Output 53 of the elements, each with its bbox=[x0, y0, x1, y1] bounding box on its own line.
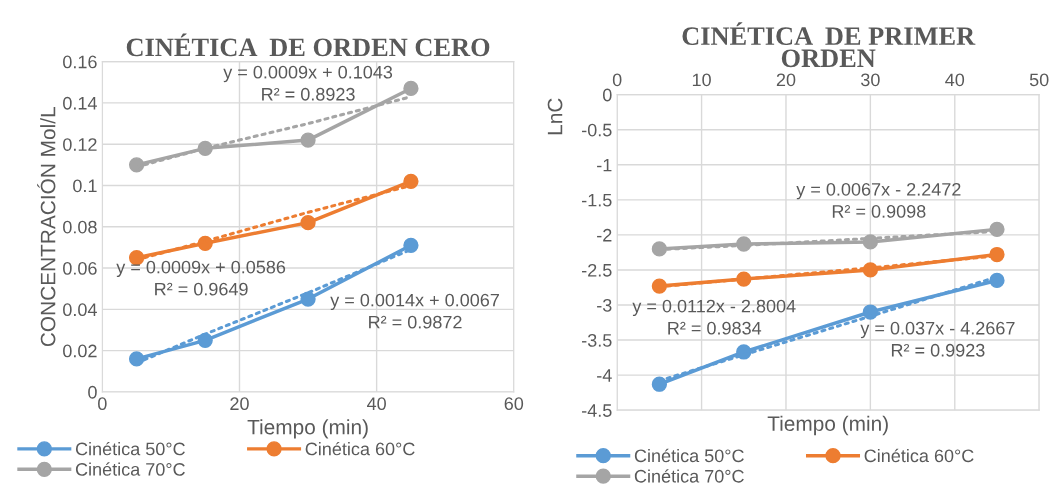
annotation: y = 0.037x - 4.2667 R² = 0.9923 bbox=[860, 321, 1015, 357]
y-tick-label: 0.08 bbox=[63, 220, 97, 234]
y-tick-label: -4 bbox=[597, 369, 612, 382]
point bbox=[989, 246, 1005, 263]
y-tick-label: -2.5 bbox=[582, 263, 612, 277]
y-tick-label: 0.06 bbox=[63, 262, 97, 275]
legend-label: Cinética 60°C bbox=[305, 441, 415, 456]
y-tick-label: 0.14 bbox=[63, 96, 97, 110]
annotation: y = 0.0112x - 2.8004 R² = 0.9834 bbox=[632, 299, 796, 335]
x-tick-label: 60 bbox=[504, 397, 524, 411]
point bbox=[403, 80, 419, 97]
y-tick-label: 0.12 bbox=[63, 138, 97, 151]
y-tick-label: 0 bbox=[602, 88, 612, 102]
legend-label: Cinética 70°C bbox=[634, 469, 744, 483]
y-tick-label: -2 bbox=[597, 228, 612, 242]
chart-title: CINÉTICA DE ORDEN CERO bbox=[126, 33, 490, 57]
y-axis-title: CONCENTRACIÓN Mol/L bbox=[37, 107, 56, 347]
x-tick-label: 20 bbox=[230, 397, 249, 411]
y-tick-label: -0.5 bbox=[582, 123, 612, 137]
y-tick-label: 0.1 bbox=[73, 179, 97, 193]
point bbox=[403, 237, 419, 253]
x-tick-label: 20 bbox=[776, 73, 796, 87]
annotation: y = 0.0009x + 0.0586 R² = 0.9649 bbox=[116, 260, 286, 296]
annotation: y = 0.0067x - 2.2472 R² = 0.9098 bbox=[796, 182, 961, 218]
y-tick-label: -3 bbox=[597, 298, 612, 312]
legend-label: Cinética 50°C bbox=[75, 441, 185, 456]
point bbox=[403, 173, 419, 190]
x-tick-label: 50 bbox=[1029, 73, 1049, 87]
y-tick-label: -3.5 bbox=[582, 333, 612, 347]
y-tick-label: -1 bbox=[597, 158, 612, 172]
x-tick-label: 0 bbox=[98, 397, 107, 411]
y-tick-label: 0.02 bbox=[63, 344, 97, 358]
x-tick-label: 30 bbox=[861, 73, 880, 87]
legend-label: Cinética 60°C bbox=[864, 448, 974, 463]
y-tick-label: 0 bbox=[88, 385, 97, 399]
annotation: y = 0.0009x + 0.1043 R² = 0.8923 bbox=[223, 65, 393, 101]
x-axis-title: Tiempo (min) bbox=[767, 415, 888, 436]
annotation: y = 0.0014x + 0.0067 R² = 0.9872 bbox=[330, 293, 499, 329]
y-axis-title: LnC bbox=[547, 98, 563, 135]
y-tick-label: -1.5 bbox=[582, 193, 612, 207]
x-tick-label: 40 bbox=[945, 73, 965, 87]
legend-label: Cinética 50°C bbox=[634, 448, 744, 463]
point bbox=[300, 215, 316, 231]
y-tick-label: 0.04 bbox=[63, 303, 97, 317]
x-tick-label: 10 bbox=[692, 73, 711, 87]
chart-title: CINÉTICA DE PRIMER ORDEN bbox=[682, 22, 976, 68]
point bbox=[300, 132, 316, 148]
x-tick-label: 40 bbox=[367, 397, 386, 411]
legend-label: Cinética 70°C bbox=[75, 462, 185, 476]
y-tick-label: 0.16 bbox=[63, 55, 97, 69]
y-tick-label: -4.5 bbox=[582, 404, 612, 417]
x-tick-label: 0 bbox=[612, 73, 622, 87]
x-axis-title: Tiempo (min) bbox=[247, 419, 368, 439]
